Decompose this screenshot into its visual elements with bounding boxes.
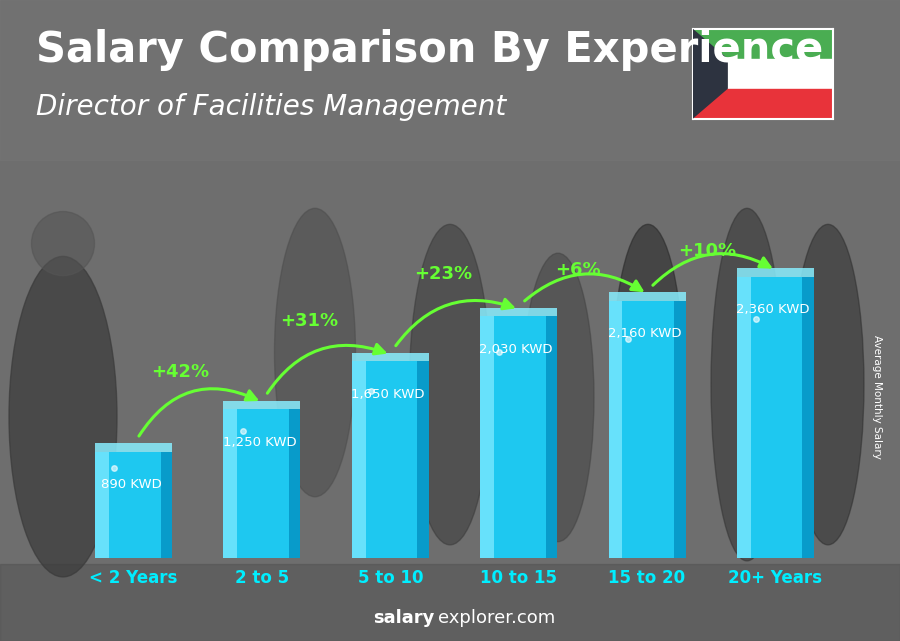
Bar: [95, 444, 172, 452]
Bar: [693, 29, 832, 59]
Bar: [160, 452, 172, 558]
Text: 2,160 KWD: 2,160 KWD: [608, 327, 681, 340]
Bar: [608, 292, 686, 301]
Bar: [737, 277, 814, 558]
Ellipse shape: [711, 208, 783, 561]
Text: 1,250 KWD: 1,250 KWD: [222, 435, 296, 449]
Text: 1,650 KWD: 1,650 KWD: [351, 388, 425, 401]
Bar: [352, 362, 428, 558]
Bar: [223, 409, 301, 558]
Bar: [693, 59, 832, 88]
Text: +23%: +23%: [415, 265, 473, 283]
Bar: [95, 452, 172, 558]
Bar: [418, 362, 428, 558]
Ellipse shape: [32, 212, 94, 276]
Bar: [674, 301, 686, 558]
Bar: [608, 301, 623, 558]
Bar: [352, 353, 428, 362]
Text: +6%: +6%: [555, 261, 601, 279]
Bar: [481, 308, 557, 316]
Text: +10%: +10%: [678, 242, 736, 260]
Bar: [545, 316, 557, 558]
Ellipse shape: [522, 253, 594, 542]
Ellipse shape: [792, 224, 864, 545]
Ellipse shape: [612, 224, 684, 545]
Ellipse shape: [274, 208, 356, 497]
Bar: [223, 401, 301, 409]
Bar: [95, 452, 109, 558]
Bar: [693, 88, 832, 119]
Bar: [481, 316, 494, 558]
Text: 2,360 KWD: 2,360 KWD: [736, 303, 810, 317]
Bar: [289, 409, 301, 558]
Text: 890 KWD: 890 KWD: [101, 478, 161, 492]
Bar: [352, 362, 365, 558]
Bar: [737, 277, 751, 558]
Bar: [481, 316, 557, 558]
Bar: [0, 0, 900, 160]
Text: +42%: +42%: [151, 363, 210, 381]
Bar: [608, 301, 686, 558]
Bar: [223, 409, 238, 558]
Text: Average Monthly Salary: Average Monthly Salary: [872, 335, 883, 460]
Bar: [737, 269, 814, 277]
Ellipse shape: [9, 256, 117, 577]
Bar: [803, 277, 814, 558]
Text: salary: salary: [374, 609, 435, 627]
Text: +31%: +31%: [280, 312, 338, 330]
Text: Director of Facilities Management: Director of Facilities Management: [36, 93, 506, 121]
Bar: [0, 564, 900, 641]
Text: explorer.com: explorer.com: [438, 609, 555, 627]
Polygon shape: [693, 29, 728, 119]
Ellipse shape: [410, 224, 490, 545]
Text: 2,030 KWD: 2,030 KWD: [480, 343, 553, 356]
Text: Salary Comparison By Experience: Salary Comparison By Experience: [36, 29, 824, 71]
